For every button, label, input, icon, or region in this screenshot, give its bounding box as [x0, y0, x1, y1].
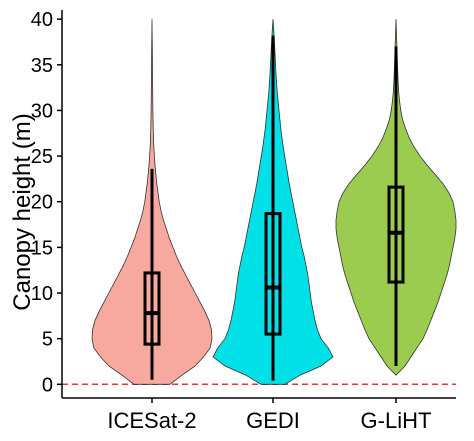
y-tick-label-5: 5 [42, 329, 53, 351]
y-tick-label-30: 30 [31, 100, 53, 122]
iqr-box-gedi [264, 212, 282, 336]
iqr-box-icesat-2 [143, 271, 161, 346]
y-axis-title: Canopy height (m) [9, 113, 36, 310]
plot-area: 0 5 10 15 20 25 30 35 40 ICESat-2 GEDI G-LiHT [31, 9, 457, 433]
x-tick-label-gedi: GEDI [246, 408, 300, 433]
x-tick-label-icesat-2: ICESat-2 [107, 408, 196, 433]
y-tick-label-10: 10 [31, 283, 53, 305]
y-tick-label-25: 25 [31, 146, 53, 168]
x-tick-label-g-liht: G-LiHT [361, 408, 432, 433]
y-tick-label-40: 40 [31, 9, 53, 31]
y-tick-label-0: 0 [42, 374, 53, 396]
y-tick-label-35: 35 [31, 55, 53, 77]
y-tick-label-20: 20 [31, 192, 53, 214]
y-tick-label-15: 15 [31, 237, 53, 259]
